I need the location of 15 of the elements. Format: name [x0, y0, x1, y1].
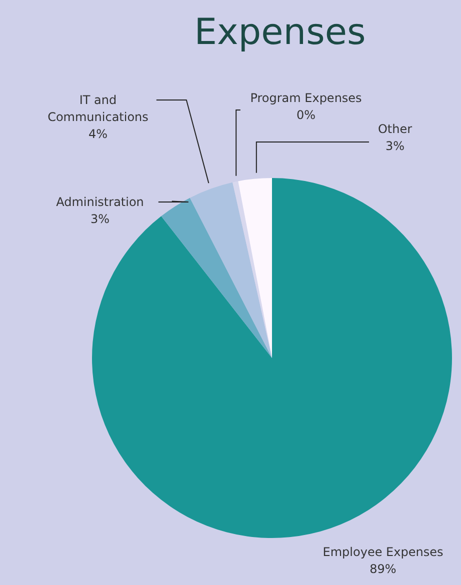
slice-label: Administration — [56, 195, 144, 209]
pie-slice — [238, 178, 272, 358]
pie-slice — [232, 181, 272, 358]
pie-slice — [190, 182, 272, 358]
slice-label: IT and Communications — [48, 93, 148, 124]
chart-title: Expenses — [194, 12, 366, 53]
slice-label: Employee Expenses — [322, 545, 444, 559]
data-label: 3% — [385, 139, 405, 153]
pie-slice — [161, 198, 272, 358]
slice-label: Program Expenses — [250, 91, 362, 105]
data-label: 0% — [296, 108, 316, 122]
slice-label: Other — [378, 122, 412, 136]
data-label: 3% — [90, 212, 110, 226]
data-label: 89% — [370, 562, 396, 576]
data-label: 4% — [88, 127, 108, 141]
